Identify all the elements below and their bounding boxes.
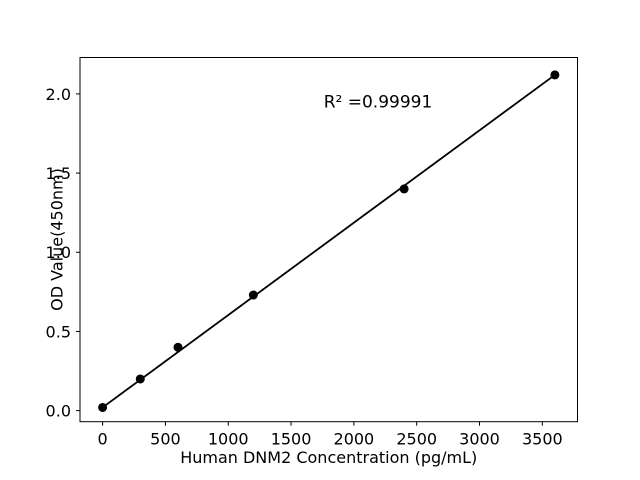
x-tick-label: 2500 bbox=[396, 430, 437, 449]
dynamic-layer: 0 500 1000 1500 2000 2500 3000 3500 0.0 0.5 1.0 1.5… bbox=[46, 70, 563, 449]
x-tick-label: 3500 bbox=[522, 430, 563, 449]
x-axis-label: Human DNM2 Concentration (pg/mL) bbox=[180, 448, 477, 467]
fit-line bbox=[102, 74, 556, 409]
x-tick-label: 0 bbox=[98, 430, 108, 449]
data-point bbox=[550, 70, 560, 80]
plot-border bbox=[79, 57, 578, 423]
y-axis-label: OD Value(450nm) bbox=[48, 168, 67, 311]
x-tick-label: 500 bbox=[150, 430, 181, 449]
data-point bbox=[399, 184, 409, 194]
x-tick-label: 3000 bbox=[459, 430, 500, 449]
data-point bbox=[173, 342, 183, 352]
data-point bbox=[248, 290, 258, 300]
x-tick-label: 1000 bbox=[208, 430, 249, 449]
y-tick-label: 1.5 bbox=[46, 164, 71, 183]
y-tick-label: 2.0 bbox=[46, 85, 71, 104]
r-squared-annotation: R² =0.99991 bbox=[324, 93, 433, 113]
x-tick-label: 1500 bbox=[271, 430, 312, 449]
y-tick-label: 0.5 bbox=[46, 322, 71, 341]
y-tick-label: 0.0 bbox=[46, 402, 71, 421]
data-point bbox=[135, 374, 145, 384]
y-tick-label: 1.0 bbox=[46, 243, 71, 262]
data-point bbox=[98, 402, 108, 412]
x-tick-label: 2000 bbox=[334, 430, 375, 449]
